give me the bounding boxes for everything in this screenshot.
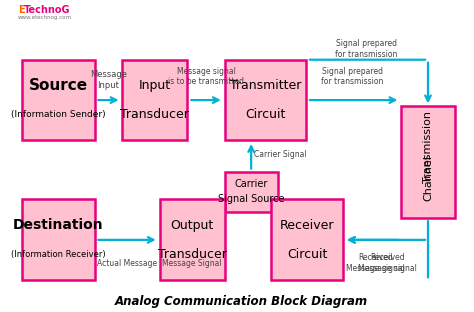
Text: Transducer: Transducer <box>158 248 227 261</box>
Text: Channel: Channel <box>423 155 433 201</box>
FancyBboxPatch shape <box>225 172 278 212</box>
Text: www.etechnog.com: www.etechnog.com <box>18 15 72 20</box>
Text: TechnoG: TechnoG <box>24 5 70 15</box>
Text: (Information Sender): (Information Sender) <box>11 110 106 119</box>
Text: Transmission: Transmission <box>423 111 433 183</box>
Text: Input: Input <box>139 79 171 92</box>
Text: Received
Message signal: Received Message signal <box>358 253 417 273</box>
Text: Signal Source: Signal Source <box>218 194 284 204</box>
FancyBboxPatch shape <box>225 60 306 140</box>
Text: Carrier: Carrier <box>235 179 268 189</box>
Text: Circuit: Circuit <box>245 108 285 121</box>
Text: Circuit: Circuit <box>287 248 328 261</box>
Text: Source: Source <box>29 78 88 93</box>
Text: Analog Communication Block Diagram: Analog Communication Block Diagram <box>114 295 367 309</box>
Text: E: E <box>18 5 25 15</box>
Text: Destination: Destination <box>13 218 104 232</box>
Text: Signal prepared
for transmission: Signal prepared for transmission <box>321 67 383 86</box>
FancyBboxPatch shape <box>401 106 455 218</box>
Text: Received
Message signal: Received Message signal <box>346 253 405 273</box>
Text: Message signal
is to be transmitted: Message signal is to be transmitted <box>168 67 244 86</box>
Text: Actual Message: Actual Message <box>97 259 157 268</box>
Text: Message
Input: Message Input <box>90 70 127 90</box>
Text: (Information Receiver): (Information Receiver) <box>11 250 106 259</box>
Text: Transducer: Transducer <box>120 108 189 121</box>
Text: Carrier Signal: Carrier Signal <box>254 150 307 159</box>
Text: Message Signal: Message Signal <box>162 259 222 268</box>
Text: Output: Output <box>171 219 214 232</box>
FancyBboxPatch shape <box>122 60 187 140</box>
FancyBboxPatch shape <box>271 199 343 280</box>
FancyBboxPatch shape <box>22 199 94 280</box>
FancyBboxPatch shape <box>160 199 225 280</box>
FancyBboxPatch shape <box>22 60 94 140</box>
Text: Signal prepared
for transmission: Signal prepared for transmission <box>335 39 398 59</box>
Text: Receiver: Receiver <box>280 219 334 232</box>
Text: Transmitter: Transmitter <box>229 79 301 92</box>
